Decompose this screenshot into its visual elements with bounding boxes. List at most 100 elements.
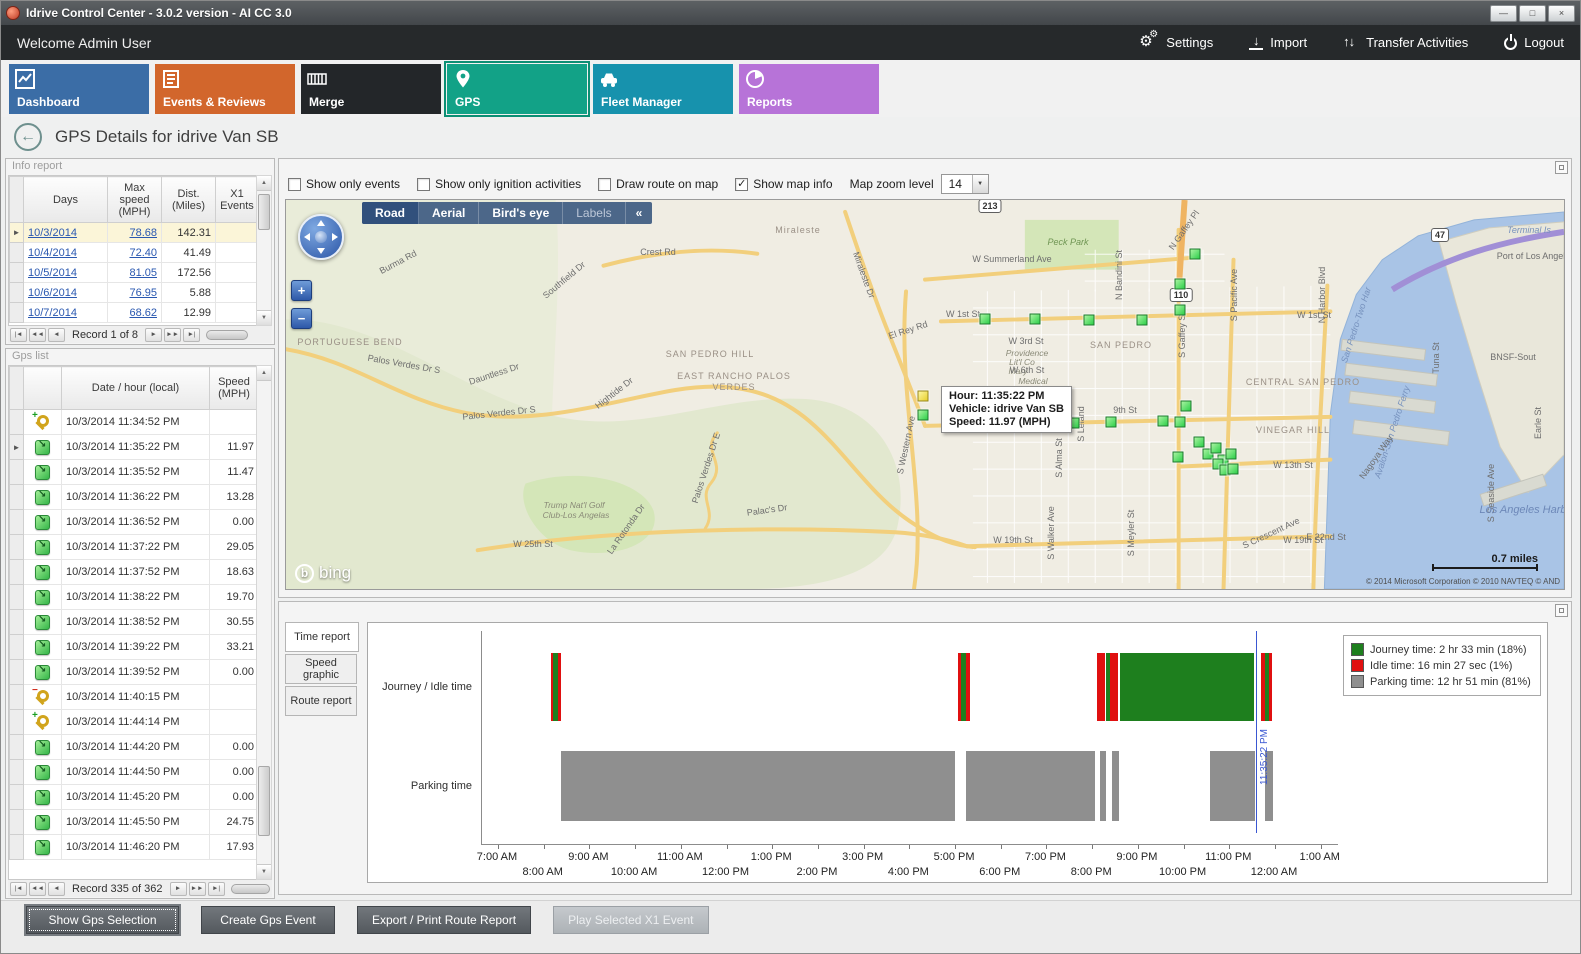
transfer-activities-button[interactable]: Transfer Activities	[1343, 34, 1468, 51]
gps-marker[interactable]	[1174, 416, 1186, 428]
checkbox-show-map-info[interactable]: Show map info	[735, 177, 833, 191]
gps-list-row[interactable]: 10/3/2014 11:45:20 PM0.00	[9, 784, 259, 810]
max-speed-link[interactable]: 68.62	[107, 302, 162, 323]
scroll-down-icon[interactable]: ▼	[257, 864, 271, 879]
max-speed-link[interactable]: 81.05	[107, 262, 162, 283]
gps-marker[interactable]	[1029, 313, 1041, 325]
map-zoom-out-button[interactable]: −	[291, 308, 312, 329]
logout-button[interactable]: Logout	[1504, 35, 1564, 50]
map-zoom-level-select[interactable]: 14	[940, 174, 989, 194]
gps-list-row[interactable]: +10/3/2014 11:44:14 PM	[9, 709, 259, 735]
map-view-tab-birds-eye[interactable]: Bird's eye	[479, 202, 564, 224]
create-gps-event-button[interactable]: Create Gps Event	[201, 906, 335, 934]
max-speed-link[interactable]: 78.68	[107, 222, 162, 243]
max-speed-link[interactable]: 76.95	[107, 282, 162, 303]
day-link[interactable]: 10/4/2014	[23, 242, 108, 263]
dropdown-arrow-icon[interactable]	[971, 175, 988, 193]
column-header-datetime[interactable]: Date / hour (local)	[61, 366, 210, 410]
gps-list-row[interactable]: 10/3/2014 11:36:52 PM0.00	[9, 509, 259, 535]
tab-time-report[interactable]: Time report	[285, 622, 359, 652]
gps-marker[interactable]	[1136, 314, 1148, 326]
column-header-x1-events[interactable]: X1 Events	[215, 176, 259, 223]
prev-record-button[interactable]: ◄	[48, 881, 65, 896]
settings-button[interactable]: Settings	[1139, 29, 1213, 51]
day-link[interactable]: 10/6/2014	[23, 282, 108, 303]
gps-list-row[interactable]: +10/3/2014 11:34:52 PM	[9, 409, 259, 435]
map-zoom-in-button[interactable]: +	[291, 280, 312, 301]
gps-marker[interactable]	[1105, 416, 1117, 428]
map-view-tab-road[interactable]: Road	[362, 202, 419, 224]
close-button[interactable]: ×	[1548, 4, 1575, 22]
info-report-row[interactable]: ► 10/3/2014 78.68 142.31	[9, 222, 259, 243]
scrollbar-thumb[interactable]	[258, 194, 270, 230]
column-header-speed[interactable]: Speed (MPH)	[209, 366, 259, 410]
bing-logo[interactable]: b bing	[295, 563, 351, 583]
gps-list-row[interactable]: 10/3/2014 11:44:50 PM0.00	[9, 759, 259, 785]
info-report-row[interactable]: 10/7/2014 68.62 12.99	[9, 302, 259, 323]
window-titlebar[interactable]: Idrive Control Center - 3.0.2 version - …	[1, 1, 1580, 25]
info-report-row[interactable]: 10/6/2014 76.95 5.88	[9, 282, 259, 303]
next-page-button[interactable]: ►►	[188, 881, 206, 896]
gps-marker[interactable]	[1172, 451, 1184, 463]
gps-list-row[interactable]: 10/3/2014 11:39:52 PM0.00	[9, 659, 259, 685]
next-page-button[interactable]: ►►	[164, 327, 182, 342]
checkbox-draw-route-on-map[interactable]: Draw route on map	[598, 177, 718, 191]
minimize-button[interactable]: —	[1490, 4, 1517, 22]
selected-gps-marker[interactable]	[917, 390, 929, 402]
column-header-distance[interactable]: Dist. (Miles)	[161, 176, 216, 223]
gps-marker[interactable]	[917, 409, 929, 421]
scroll-up-icon[interactable]: ▲	[257, 366, 271, 381]
module-tab-fleet-manager[interactable]: Fleet Manager	[593, 63, 733, 114]
gps-list-row[interactable]: 10/3/2014 11:44:20 PM0.00	[9, 734, 259, 760]
gps-marker[interactable]	[1083, 314, 1095, 326]
gps-marker[interactable]	[1180, 400, 1192, 412]
pan-south-icon[interactable]	[317, 248, 325, 254]
gps-marker[interactable]	[1202, 448, 1214, 460]
module-tab-gps[interactable]: GPS	[444, 60, 590, 117]
first-record-button[interactable]: |◄	[10, 881, 27, 896]
last-record-button[interactable]: ►|	[207, 881, 225, 896]
gps-marker[interactable]	[1212, 458, 1224, 470]
scrollbar-thumb[interactable]	[258, 766, 270, 837]
gps-marker[interactable]	[1157, 415, 1169, 427]
info-report-vertical-scrollbar[interactable]: ▲ ▼	[256, 175, 272, 326]
gps-marker[interactable]	[1227, 463, 1239, 475]
maximize-button[interactable]: □	[1519, 4, 1546, 22]
column-header-max-speed[interactable]: Max speed (MPH)	[107, 176, 162, 223]
next-record-button[interactable]: ►	[145, 327, 163, 342]
collapse-panel-button[interactable]	[1555, 604, 1568, 617]
tab-speed-graphic[interactable]: Speed graphic	[285, 654, 357, 684]
scroll-down-icon[interactable]: ▼	[257, 310, 271, 325]
map-view-tab-labels[interactable]: Labels	[563, 202, 626, 224]
back-button[interactable]	[14, 123, 42, 151]
info-report-row[interactable]: 10/4/2014 72.40 41.49	[9, 242, 259, 263]
gps-list-vertical-scrollbar[interactable]: ▲ ▼	[256, 365, 272, 880]
last-record-button[interactable]: ►|	[183, 327, 201, 342]
column-header-days[interactable]: Days	[23, 176, 108, 223]
prev-record-button[interactable]: ◄	[48, 327, 65, 342]
module-tab-merge[interactable]: Merge	[301, 63, 441, 114]
module-tab-dashboard[interactable]: Dashboard	[9, 63, 149, 114]
day-link[interactable]: 10/3/2014	[23, 222, 108, 243]
horizontal-scrollbar[interactable]	[206, 329, 249, 340]
checkbox-show-only-ignition-activities[interactable]: Show only ignition activities	[417, 177, 581, 191]
gps-marker[interactable]	[1174, 278, 1186, 290]
map-canvas[interactable]: Miraleste Peck Park W Summerland Ave Crest …	[285, 199, 1565, 590]
info-report-row[interactable]: 10/5/2014 81.05 172.56	[9, 262, 259, 283]
gps-list-row[interactable]: −10/3/2014 11:40:15 PM	[9, 684, 259, 710]
max-speed-link[interactable]: 72.40	[107, 242, 162, 263]
show-gps-selection-button[interactable]: Show Gps Selection	[26, 906, 179, 934]
import-button[interactable]: Import	[1249, 35, 1307, 50]
map-compass-control[interactable]	[298, 214, 344, 260]
gps-marker[interactable]	[979, 313, 991, 325]
gps-marker[interactable]	[1174, 304, 1186, 316]
gps-marker[interactable]	[1225, 448, 1237, 460]
module-tab-reports[interactable]: Reports	[739, 63, 879, 114]
